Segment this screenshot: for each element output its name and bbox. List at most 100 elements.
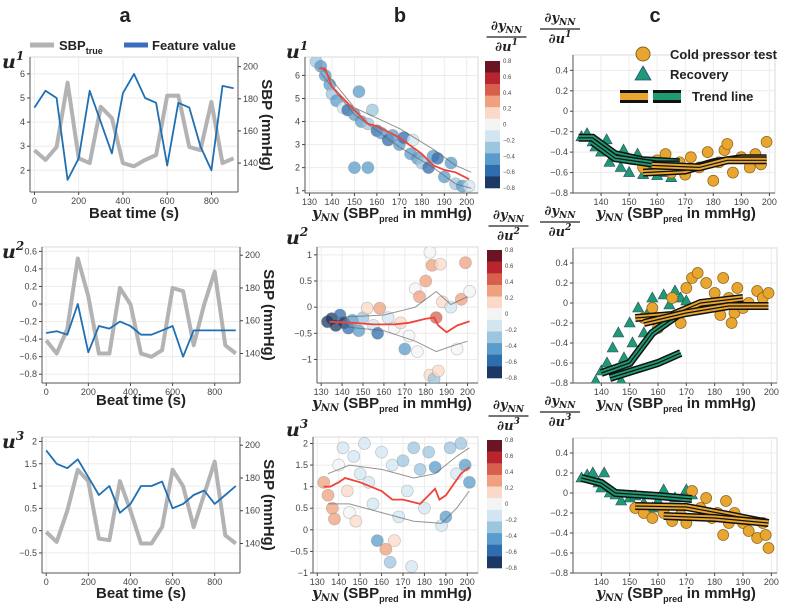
colorbar-bin bbox=[487, 533, 502, 546]
row-label-u3-a: u3 bbox=[2, 429, 24, 453]
scatter-point bbox=[402, 329, 416, 343]
x-tick-label: 150 bbox=[347, 197, 362, 207]
y-tick-label: 4 bbox=[20, 117, 25, 127]
y-tick-label: 5 bbox=[295, 93, 300, 103]
trend-line-cold bbox=[643, 305, 769, 324]
y-tick-label: 2 bbox=[20, 165, 25, 175]
scatter-point bbox=[336, 441, 350, 455]
band-lower-line bbox=[331, 325, 468, 353]
x-tick-label: 190 bbox=[439, 387, 454, 397]
cold-pressor-marker bbox=[707, 174, 720, 187]
legend-a: SBPtrue Feature value bbox=[30, 38, 236, 56]
colorbar-label: ∂yNN ∂u2 bbox=[488, 208, 529, 244]
y-right-tick-label: 200 bbox=[245, 440, 260, 450]
xlabel-part: NN bbox=[604, 593, 624, 604]
x-tick-label: 130 bbox=[314, 387, 329, 397]
xlabel-c3: yNN (SBPpred in mmHg) bbox=[595, 584, 756, 604]
cold-pressor-marker bbox=[759, 529, 772, 541]
recovery-marker bbox=[632, 301, 645, 313]
y-tick-label: 3 bbox=[20, 141, 25, 151]
xlabel-c1: yNN (SBPpred in mmHg) bbox=[595, 204, 756, 224]
colorbar-tick-label: 0.2 bbox=[503, 107, 512, 113]
subscript-nn: NN bbox=[558, 211, 576, 221]
colorbar-bin bbox=[487, 273, 502, 286]
scatter-point bbox=[431, 152, 444, 165]
recovery-marker bbox=[623, 165, 636, 177]
xlabel-b2: yNN (SBPpred in mmHg) bbox=[311, 394, 472, 414]
scatter-point bbox=[428, 460, 442, 474]
cold-pressor-marker bbox=[701, 146, 714, 158]
row-label-u1-b: u1 bbox=[286, 39, 308, 63]
colorbar-tick-label: 0 bbox=[505, 502, 509, 508]
trend-line-cold bbox=[651, 159, 767, 169]
panel-b2: 130 140 150 160 170 180 190 200 −1 −0.5 0 0.5 1 0.8 0.… bbox=[294, 208, 529, 414]
y-tick-label: 0.2 bbox=[555, 86, 568, 96]
xlabel-part: y bbox=[311, 394, 322, 412]
cold-pressor-marker bbox=[717, 272, 730, 284]
y-tick-label: −0.5 bbox=[290, 546, 308, 556]
panel-title-c: c bbox=[649, 5, 660, 27]
colorbar-label: ∂yNN ∂u1 bbox=[486, 19, 527, 55]
trend-line-red bbox=[318, 67, 470, 181]
y-tick-label: 6 bbox=[20, 69, 25, 79]
colorbar-tick-label: −0.8 bbox=[505, 566, 518, 572]
x-tick-label: 150 bbox=[353, 577, 368, 587]
colorbar-tick-label: 0.2 bbox=[505, 486, 514, 492]
trend-line-cold bbox=[663, 515, 769, 524]
scatter-point bbox=[433, 257, 447, 271]
superscript: 2 bbox=[564, 223, 571, 233]
colorbar-bin bbox=[487, 284, 502, 297]
x-tick-label: 190 bbox=[438, 577, 453, 587]
panel-a1: 0 200 400 600 800 2 3 4 5 6 140 160 180 200 bbox=[20, 56, 258, 206]
colorbar-bin bbox=[485, 141, 500, 154]
y-tick-label: 0 bbox=[307, 302, 312, 312]
colorbar-bin bbox=[485, 72, 500, 85]
recovery-marker bbox=[590, 374, 601, 383]
xlabel-part: pred bbox=[379, 214, 399, 224]
fraction-numerator: ∂yNN bbox=[545, 11, 577, 28]
y-tick-label: −0.8 bbox=[19, 369, 37, 379]
y-tick-label: −0.2 bbox=[19, 317, 37, 327]
xlabel-part: NN bbox=[320, 593, 340, 604]
panel-title-b: b bbox=[394, 5, 406, 27]
y-tick-label: 0.5 bbox=[24, 503, 37, 513]
colorbar-bin bbox=[487, 486, 502, 499]
colorbar-bin bbox=[487, 463, 502, 476]
y-right-tick-label: 160 bbox=[245, 316, 260, 326]
recovery-marker bbox=[646, 291, 659, 303]
x-tick-label: 200 bbox=[81, 577, 96, 587]
scatter-point bbox=[366, 497, 380, 511]
xlabel-part: (SBP bbox=[339, 395, 379, 412]
colorbar-bin bbox=[485, 176, 500, 189]
partial-u: ∂u bbox=[495, 40, 511, 55]
colorbar-bin bbox=[485, 107, 500, 120]
plot-area bbox=[41, 436, 241, 574]
scatter-point bbox=[340, 484, 354, 498]
subscript-nn: NN bbox=[505, 26, 523, 36]
colorbar-tick-label: −0.8 bbox=[505, 376, 518, 382]
fraction-numerator: ∂yNN bbox=[493, 398, 525, 415]
x-tick-label: 180 bbox=[706, 197, 721, 207]
marks bbox=[321, 247, 477, 383]
x-tick-label: 130 bbox=[302, 197, 317, 207]
xlabel-part: pred bbox=[663, 404, 683, 414]
x-tick-label: 400 bbox=[123, 387, 138, 397]
row-label-u2-a: u2 bbox=[2, 239, 24, 263]
fraction-numerator: ∂yNN bbox=[493, 208, 525, 225]
y-tick-label: 0.4 bbox=[555, 448, 568, 458]
y-right-tick-label: 160 bbox=[245, 506, 260, 516]
y-tick-label: −0.4 bbox=[550, 338, 568, 348]
colorbar-tick-label: 0.8 bbox=[505, 248, 514, 254]
marks bbox=[317, 437, 476, 573]
band-upper-line bbox=[327, 447, 470, 479]
partial-u: ∂u bbox=[549, 225, 565, 240]
x-tick-label: 150 bbox=[622, 387, 637, 397]
cold-pressor-marker bbox=[680, 282, 693, 294]
x-tick-label: 160 bbox=[650, 197, 665, 207]
feature-value-line bbox=[33, 73, 234, 181]
superscript: 1 bbox=[512, 38, 518, 48]
cold-pressor-marker bbox=[691, 267, 704, 279]
colorbar-tick-label: −0.4 bbox=[503, 154, 516, 160]
x-tick-label: 180 bbox=[414, 197, 429, 207]
colorbar-tick-label: −0.2 bbox=[503, 138, 516, 144]
